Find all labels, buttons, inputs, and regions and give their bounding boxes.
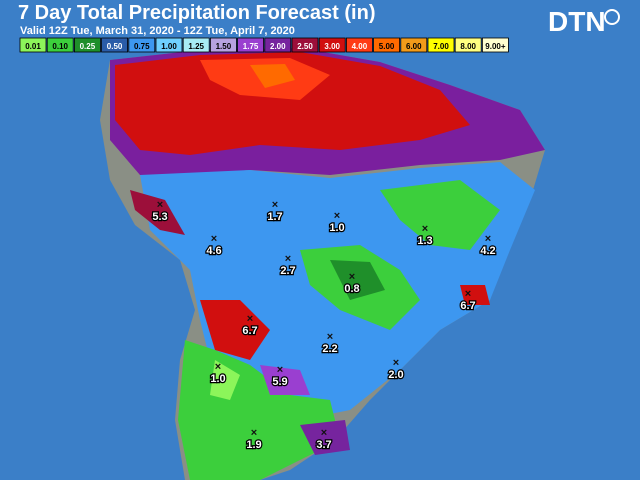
legend-label: 2.00 (270, 42, 286, 51)
point-marker: × (465, 288, 471, 300)
legend-swatch (128, 37, 156, 53)
legend-swatch (427, 37, 455, 53)
legend-swatch (209, 37, 237, 53)
legend-label: 1.75 (243, 42, 259, 51)
point-label: 2.0 (388, 369, 403, 381)
legend-label: 0.10 (52, 42, 68, 51)
point-label: 6.7 (242, 325, 257, 337)
legend-label: 0.75 (134, 42, 150, 51)
point-marker: × (321, 427, 327, 439)
point-marker: × (272, 199, 278, 211)
point-label: 1.7 (267, 211, 282, 223)
points: ×5.3×1.7 ×1.0 ×1.3 ×4.2×4.6×2.7 ×0.8 ×6.7×6.7… (151, 199, 497, 452)
title: 7 Day Total Precipitation Forecast (in) (18, 2, 375, 24)
legend-swatch (237, 37, 265, 53)
point-marker: × (211, 233, 217, 245)
legend-label: 1.00 (161, 42, 177, 51)
point-marker: × (393, 357, 399, 369)
legend-swatch (101, 37, 128, 53)
point-marker: × (327, 331, 333, 343)
legend: 0.01 0.10 0.25 0.50 0.75 1.00 1.25 1.50 1.75 2.00… (19, 37, 509, 53)
point-label: 1.0 (329, 222, 344, 234)
logo: DTN (548, 6, 606, 37)
legend-swatch (19, 37, 47, 53)
legend-label: 8.00 (460, 42, 476, 51)
point-marker: × (277, 364, 283, 376)
point-label: 1.0 (210, 373, 225, 385)
point-label: 1.3 (417, 235, 432, 247)
land (100, 48, 545, 480)
legend-label: 7.00 (433, 42, 449, 51)
point-label: 1.9 (246, 439, 261, 451)
legend-label: 3.00 (324, 42, 340, 51)
point-marker: × (247, 313, 253, 325)
legend-label: 9.00+ (485, 42, 506, 51)
legend-swatch (373, 37, 401, 53)
point-label: 2.2 (322, 343, 337, 355)
point-label: 5.3 (152, 211, 167, 223)
legend-label: 1.25 (188, 42, 204, 51)
subtitle: Valid 12Z Tue, March 31, 2020 - 12Z Tue,… (20, 25, 295, 37)
point-marker: × (349, 271, 355, 283)
legend-swatch (155, 37, 183, 53)
legend-label: 0.50 (107, 42, 123, 51)
legend-swatch (318, 37, 346, 53)
legend-swatch (264, 37, 292, 53)
legend-swatch (454, 37, 482, 53)
point-label: 4.2 (480, 245, 495, 257)
legend-label: 6.00 (406, 42, 422, 51)
point-marker: × (485, 233, 491, 245)
legend-swatch (291, 37, 319, 53)
point-marker: × (215, 361, 221, 373)
point-marker: × (157, 199, 163, 211)
legend-swatch (345, 37, 373, 53)
legend-label: 2.50 (297, 42, 313, 51)
legend-swatch (400, 37, 428, 53)
point-label: 6.7 (460, 300, 475, 312)
point-marker: × (251, 427, 257, 439)
point-label: 3.7 (316, 439, 331, 451)
point-label: 0.8 (344, 283, 359, 295)
legend-label: 0.25 (80, 42, 96, 51)
logo-icon (604, 9, 620, 25)
point-marker: × (422, 223, 428, 235)
point-label: 2.7 (280, 265, 295, 277)
point-label: 4.6 (206, 245, 221, 257)
legend-label: 0.01 (25, 42, 41, 51)
legend-label: 4.00 (352, 42, 368, 51)
legend-label: 5.00 (379, 42, 395, 51)
legend-swatch (182, 37, 210, 53)
legend-swatch (46, 37, 74, 53)
legend-swatch (481, 37, 509, 53)
legend-label: 1.50 (216, 42, 232, 51)
point-marker: × (285, 253, 291, 265)
point-marker: × (334, 210, 340, 222)
legend-swatch (74, 37, 101, 53)
point-label: 5.9 (272, 376, 287, 388)
